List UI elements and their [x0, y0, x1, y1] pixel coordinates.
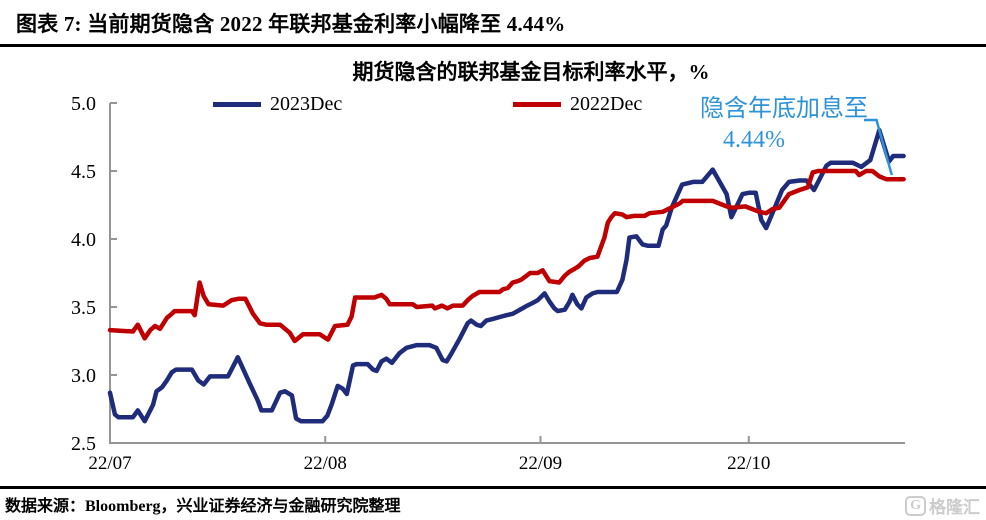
x-tick-label: 22/09 [519, 453, 562, 474]
legend-label-2023dec: 2023Dec [270, 93, 343, 115]
figure-header: 图表 7: 当前期货隐含 2022 年联邦基金利率小幅降至 4.44% [0, 0, 986, 47]
annotation-callout-line [864, 118, 894, 176]
series-line-2022Dec [107, 168, 906, 344]
legend-swatch-2023dec [213, 102, 261, 107]
chart-title: 期货隐含的联邦基金目标利率水平，% [352, 60, 710, 84]
legend-label-2022dec: 2022Dec [570, 93, 643, 115]
footer-divider [0, 486, 986, 489]
y-tick-label: 4.5 [71, 161, 96, 183]
y-tick-label: 2.5 [71, 433, 96, 455]
gelonghui-g-icon: G [905, 495, 926, 516]
y-tick-label: 4.0 [71, 229, 96, 251]
x-tick-label: 22/07 [88, 453, 131, 474]
legend-swatch-2022dec [513, 102, 561, 107]
gelonghui-logo: G 格隆汇 [905, 493, 980, 518]
annotation-line2: 4.44% [723, 127, 785, 153]
legend-item-2022dec: 2022Dec [513, 93, 642, 116]
page-title: 图表 7: 当前期货隐含 2022 年联邦基金利率小幅降至 4.44% [16, 12, 566, 36]
y-tick-label: 3.5 [71, 297, 96, 319]
series-line-2023Dec [107, 127, 906, 424]
annotation-line1: 隐含年底加息至 [700, 96, 868, 122]
axis-lines [109, 103, 905, 444]
x-tick-label: 22/10 [727, 453, 770, 474]
gelonghui-logo-text: 格隆汇 [929, 498, 980, 517]
y-tick-label: 5.0 [71, 93, 96, 115]
x-tick-label: 22/08 [304, 453, 347, 474]
legend-item-2023dec: 2023Dec [213, 93, 342, 116]
y-tick-label: 3.0 [71, 365, 96, 387]
source-note: 数据来源：Bloomberg，兴业证券经济与金融研究院整理 [5, 498, 401, 515]
